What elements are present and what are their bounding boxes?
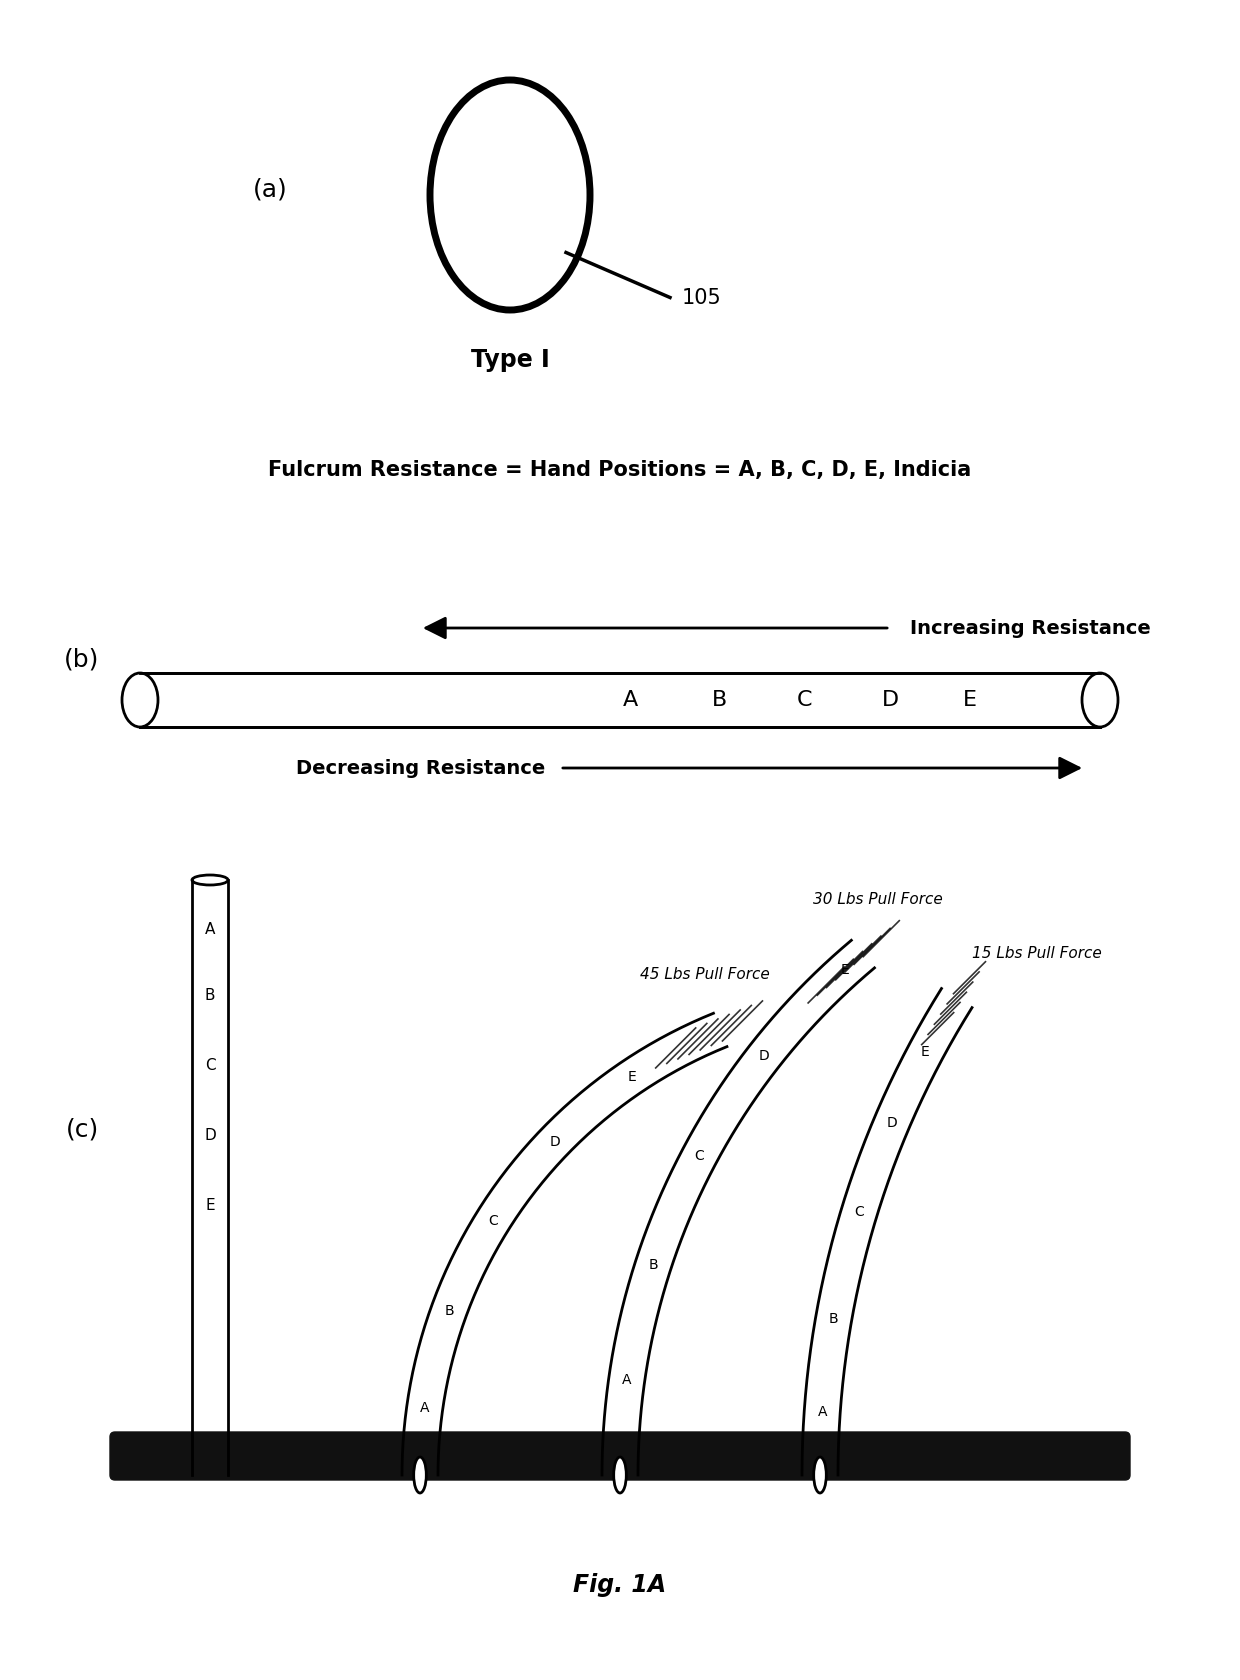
Text: Fig. 1A: Fig. 1A xyxy=(573,1572,667,1598)
Text: D: D xyxy=(549,1134,560,1149)
Text: A: A xyxy=(622,1373,631,1388)
Ellipse shape xyxy=(813,1457,826,1494)
Text: 45 Lbs Pull Force: 45 Lbs Pull Force xyxy=(640,968,770,983)
Ellipse shape xyxy=(192,875,228,885)
Text: E: E xyxy=(205,1198,215,1213)
Bar xyxy=(140,674,1100,727)
Text: Type I: Type I xyxy=(471,348,549,371)
Text: (b): (b) xyxy=(64,648,99,672)
Text: C: C xyxy=(205,1057,216,1072)
Text: E: E xyxy=(921,1045,930,1060)
Text: Decreasing Resistance: Decreasing Resistance xyxy=(296,758,546,778)
Text: Increasing Resistance: Increasing Resistance xyxy=(910,618,1151,637)
Ellipse shape xyxy=(122,674,157,727)
Text: A: A xyxy=(205,922,216,937)
Ellipse shape xyxy=(1083,674,1118,727)
Ellipse shape xyxy=(414,1457,427,1494)
Text: A: A xyxy=(817,1404,827,1420)
Text: 105: 105 xyxy=(682,287,722,307)
Text: B: B xyxy=(444,1304,454,1317)
Text: 15 Lbs Pull Force: 15 Lbs Pull Force xyxy=(972,946,1101,961)
Text: B: B xyxy=(828,1312,838,1326)
Text: (a): (a) xyxy=(253,178,288,202)
Ellipse shape xyxy=(430,81,590,311)
Text: B: B xyxy=(712,690,728,711)
Text: C: C xyxy=(694,1149,704,1163)
Text: E: E xyxy=(627,1070,636,1084)
Text: C: C xyxy=(854,1205,864,1220)
Text: C: C xyxy=(797,690,812,711)
Ellipse shape xyxy=(614,1457,626,1494)
Text: E: E xyxy=(963,690,977,711)
Text: D: D xyxy=(205,1127,216,1142)
Text: C: C xyxy=(489,1213,497,1228)
Text: E: E xyxy=(841,963,849,976)
Text: Fulcrum Resistance = Hand Positions = A, B, C, D, E, Indicia: Fulcrum Resistance = Hand Positions = A,… xyxy=(268,460,972,480)
FancyBboxPatch shape xyxy=(110,1431,1130,1480)
Text: 30 Lbs Pull Force: 30 Lbs Pull Force xyxy=(813,892,942,907)
Text: (c): (c) xyxy=(66,1117,99,1142)
Text: A: A xyxy=(622,690,637,711)
Text: B: B xyxy=(649,1258,658,1272)
Text: A: A xyxy=(420,1401,429,1415)
Text: D: D xyxy=(882,690,899,711)
Text: D: D xyxy=(887,1116,897,1131)
Text: D: D xyxy=(759,1050,770,1063)
Text: B: B xyxy=(205,988,216,1003)
